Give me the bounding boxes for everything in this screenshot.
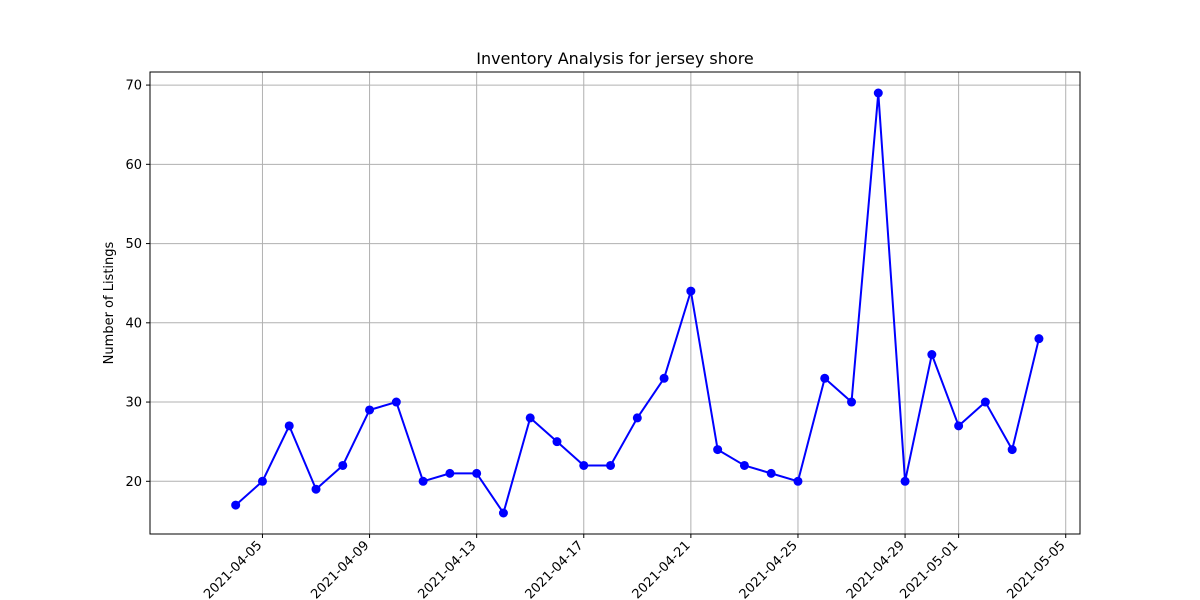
data-point <box>311 484 321 494</box>
data-point <box>954 421 964 431</box>
y-tick-label: 50 <box>125 237 142 252</box>
x-tick-label: 2021-04-09 <box>308 538 372 600</box>
x-tick-label: 2021-04-13 <box>415 538 479 600</box>
data-point <box>1007 445 1017 455</box>
x-tick-label: 2021-04-21 <box>630 538 694 600</box>
grid-lines <box>150 72 1080 534</box>
data-point <box>632 413 642 423</box>
data-point <box>391 397 401 407</box>
data-point <box>498 508 508 518</box>
x-tick-label: 2021-04-17 <box>523 538 587 600</box>
data-point <box>659 373 669 383</box>
y-tick-label: 20 <box>125 475 142 490</box>
data-point <box>900 476 910 486</box>
data-point <box>579 460 589 470</box>
data-point <box>766 468 776 478</box>
chart-title: Inventory Analysis for jersey shore <box>476 49 754 68</box>
data-point <box>1034 334 1044 344</box>
y-tick-label: 60 <box>125 158 142 173</box>
data-point <box>284 421 294 431</box>
y-tick-label: 30 <box>125 396 142 411</box>
data-point <box>873 88 883 98</box>
data-point <box>231 500 241 510</box>
axis-ticks: 20 30 40 50 60 70 2021-04-05 2021-04-09 2021-04-… <box>125 79 1068 600</box>
x-tick-label: 2021-04-05 <box>201 538 265 600</box>
data-point <box>739 460 749 470</box>
data-point <box>847 397 857 407</box>
y-tick-label: 70 <box>125 79 142 94</box>
data-point <box>445 468 455 478</box>
y-axis-label: Number of Listings <box>102 241 117 364</box>
plot-area-frame <box>149 71 1081 535</box>
data-point <box>525 413 535 423</box>
data-point <box>980 397 990 407</box>
data-point <box>338 460 348 470</box>
data-point <box>820 373 830 383</box>
data-point <box>927 350 937 360</box>
y-tick-label: 40 <box>125 316 142 331</box>
data-series <box>231 88 1044 518</box>
x-tick-label: 2021-05-01 <box>897 538 961 600</box>
data-point <box>418 476 428 486</box>
data-point <box>606 460 616 470</box>
data-point <box>552 437 562 447</box>
data-point <box>472 468 482 478</box>
data-point <box>793 476 803 486</box>
x-tick-label: 2021-05-05 <box>1005 538 1069 600</box>
series-line <box>235 92 1040 514</box>
data-point <box>257 476 267 486</box>
data-point <box>365 405 375 415</box>
data-point <box>713 445 723 455</box>
x-tick-label: 2021-04-25 <box>737 538 801 600</box>
data-point <box>686 286 696 296</box>
